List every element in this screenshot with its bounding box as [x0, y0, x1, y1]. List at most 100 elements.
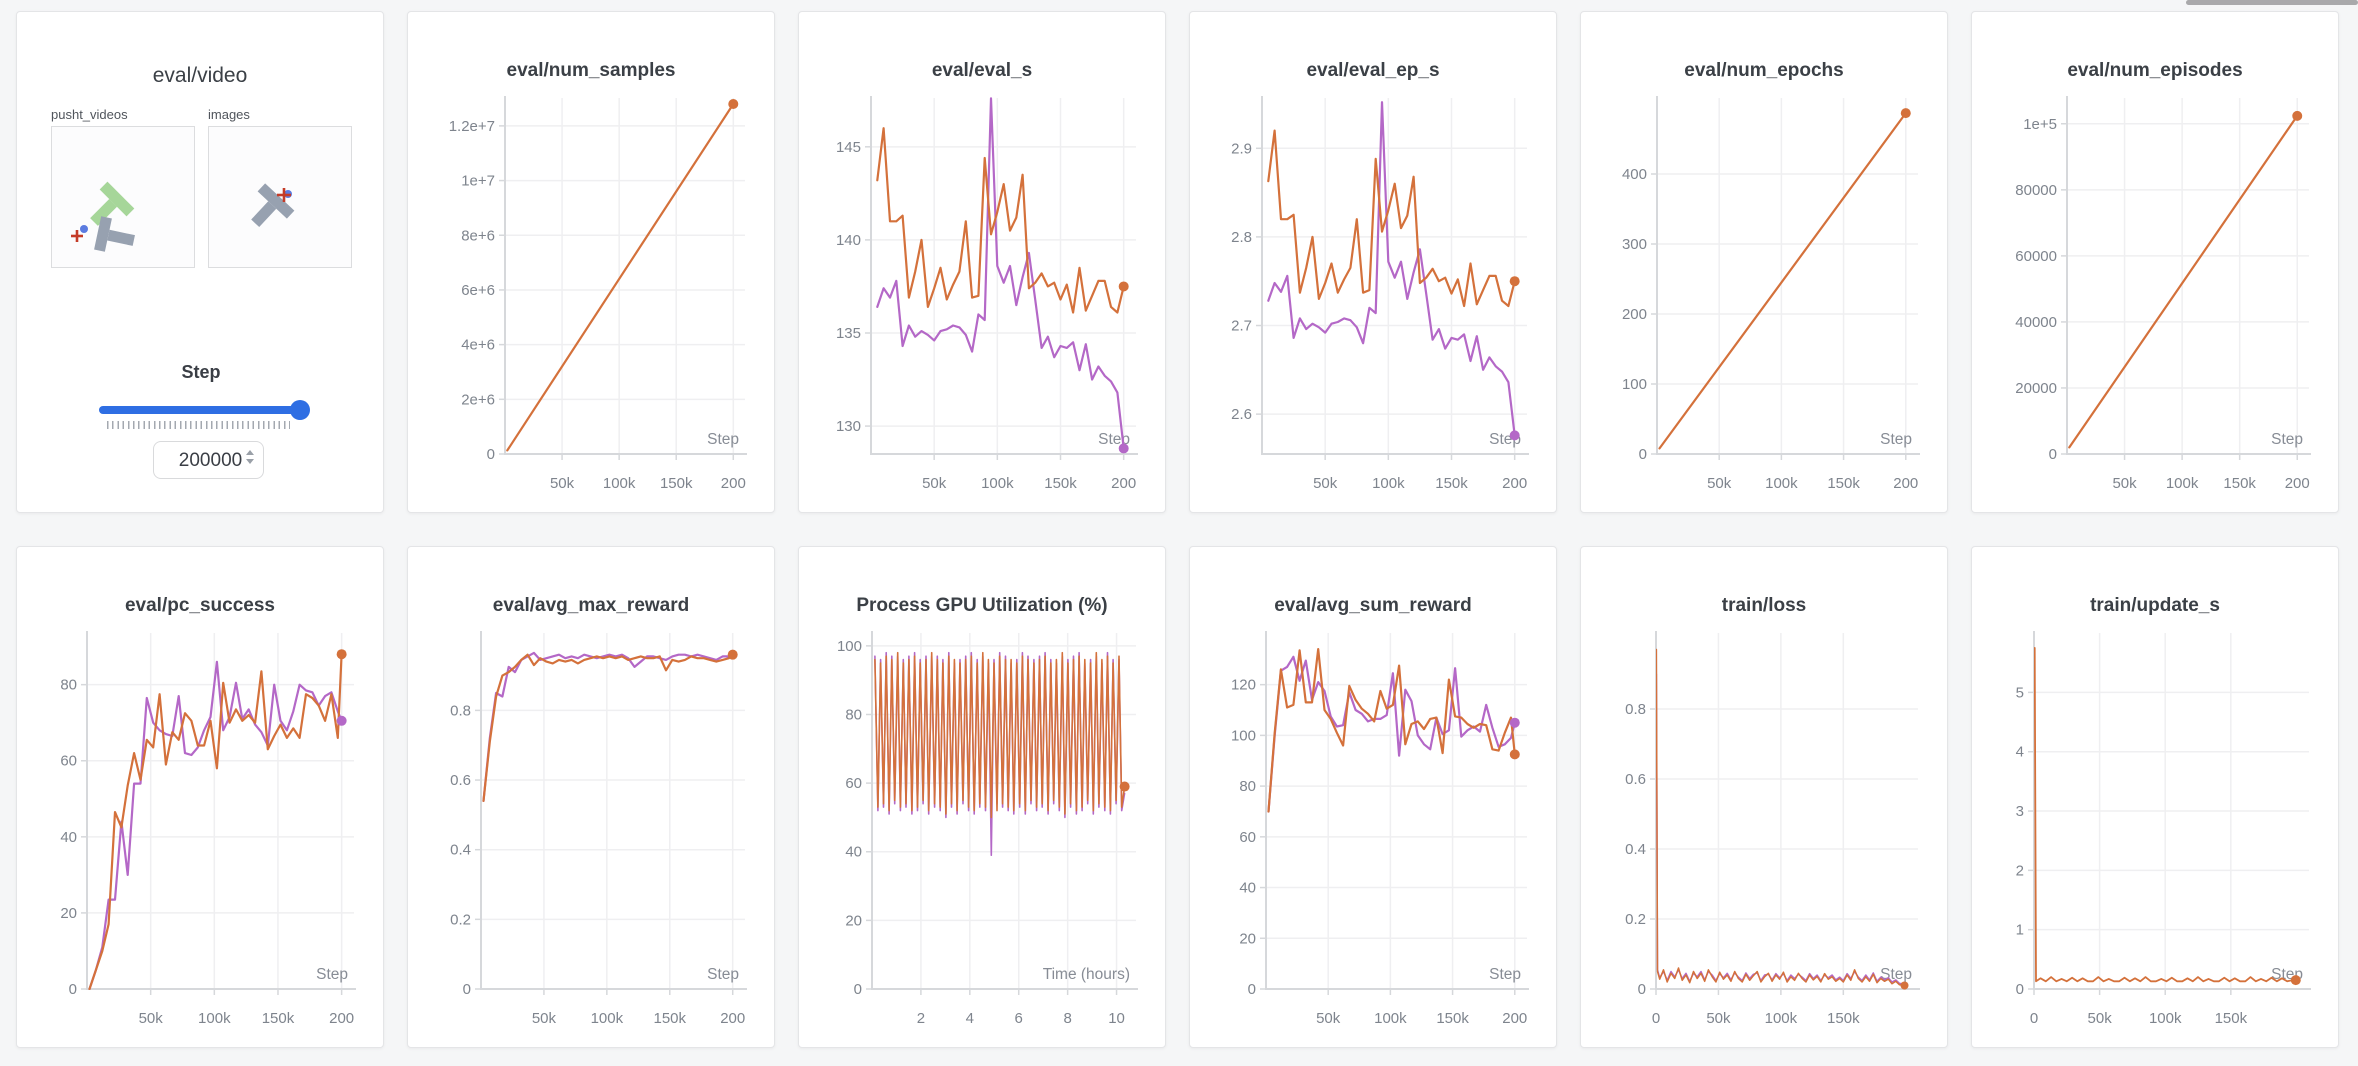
chart-title: train/loss — [1721, 595, 1807, 616]
svg-text:200: 200 — [329, 1010, 354, 1027]
svg-text:0: 0 — [1639, 446, 1647, 463]
series-run-purple — [88, 660, 343, 990]
chart-canvas[interactable]: 0 1 2 3 4 5 0 50k 100k 150k Step — [1972, 547, 2338, 1047]
svg-text:140: 140 — [836, 232, 861, 249]
svg-text:100k: 100k — [591, 1010, 624, 1027]
svg-text:200: 200 — [1622, 306, 1647, 323]
svg-text:100k: 100k — [2166, 475, 2199, 492]
series-run-orange — [1267, 129, 1516, 308]
chart-canvas[interactable]: 2.6 2.7 2.8 2.9 50k 100k 150k 200 Step — [1190, 12, 1556, 512]
series-run-purple — [482, 651, 734, 802]
stepper-down-icon[interactable] — [246, 459, 254, 464]
svg-text:145: 145 — [836, 139, 861, 156]
svg-text:50k: 50k — [1706, 1010, 1731, 1027]
agent-dot — [80, 225, 88, 233]
horizontal-scrollbar-thumb[interactable] — [2186, 0, 2358, 5]
panel-process-gpu-utilization: Process GPU Utilization (%) 0 20 40 60 80 100… — [798, 546, 1166, 1048]
media-key-label-pusht-videos: pusht_videos — [51, 107, 128, 122]
svg-text:Step: Step — [707, 431, 739, 448]
endpoint-dot-run-orange — [1900, 981, 1909, 990]
step-input-stepper[interactable] — [246, 450, 254, 464]
svg-text:Step: Step — [2271, 431, 2303, 448]
stepper-up-icon[interactable] — [246, 450, 254, 455]
endpoint-dot-run-orange — [1509, 276, 1520, 287]
endpoint-dot-run-orange — [727, 649, 738, 660]
pusht-videos-thumbnail[interactable] — [51, 126, 195, 268]
chart-title: eval/num_episodes — [2067, 60, 2243, 81]
chart-title: Process GPU Utilization (%) — [856, 595, 1108, 616]
chart-canvas[interactable]: 0 20 40 60 80 50k 100k 150k 200 Step — [17, 547, 383, 1047]
svg-text:2.7: 2.7 — [1231, 318, 1252, 335]
panel-eval-num-episodes: eval/num_episodes 0 20000 40000 60000 80000 1… — [1971, 11, 2339, 513]
svg-text:Step: Step — [316, 966, 348, 983]
svg-text:Step: Step — [1489, 966, 1521, 983]
svg-text:80: 80 — [1239, 778, 1256, 795]
svg-text:0.6: 0.6 — [1625, 771, 1646, 788]
step-slider-label: Step — [181, 362, 221, 382]
svg-text:150k: 150k — [1435, 475, 1468, 492]
endpoint-dot-run-purple — [1118, 443, 1129, 454]
chart-canvas[interactable]: 0 0.2 0.4 0.6 0.8 50k 100k 150k 200 Step — [408, 547, 774, 1047]
svg-text:200: 200 — [721, 475, 746, 492]
chart-title: eval/num_epochs — [1684, 60, 1844, 81]
svg-text:Step: Step — [1880, 431, 1912, 448]
step-slider-ticks — [107, 421, 290, 429]
svg-text:0: 0 — [69, 981, 77, 998]
images-thumbnail[interactable] — [208, 126, 352, 268]
series-run-orange — [506, 102, 735, 452]
svg-text:6: 6 — [1015, 1010, 1023, 1027]
chart-title: eval/avg_sum_reward — [1274, 595, 1472, 616]
chart-canvas[interactable]: 0 20 40 60 80 100 120 50k 100k 150k 200 Step — [1190, 547, 1556, 1047]
step-input[interactable] — [153, 441, 267, 480]
series-run-orange — [482, 653, 734, 802]
svg-text:150k: 150k — [1436, 1010, 1469, 1027]
svg-text:0: 0 — [1652, 1010, 1660, 1027]
panel-train-update-s: train/update_s 0 1 2 3 4 5 0 50k 100k 150k Step — [1971, 546, 2339, 1048]
chart-canvas[interactable]: 0 20000 40000 60000 80000 1e+5 50k 100k 150k 200 S… — [1972, 12, 2338, 512]
svg-text:6e+6: 6e+6 — [461, 282, 495, 299]
series-run-orange — [876, 127, 1125, 314]
series-run-purple — [1267, 101, 1516, 437]
endpoint-dot-run-orange — [1509, 749, 1520, 760]
chart-canvas[interactable]: 0 20 40 60 80 100 2 4 6 8 10 Time (hours) — [799, 547, 1165, 1047]
target-cross-icon — [277, 188, 291, 202]
svg-text:150k: 150k — [1827, 475, 1860, 492]
chart-title: eval/pc_success — [124, 595, 275, 616]
chart-title: eval/eval_s — [931, 60, 1033, 81]
svg-text:0.8: 0.8 — [450, 702, 471, 719]
svg-text:0: 0 — [2030, 1010, 2038, 1027]
chart-canvas[interactable]: 0 100 200 300 400 50k 100k 150k 200 Step — [1581, 12, 1947, 512]
chart-canvas[interactable]: 0 2e+6 4e+6 6e+6 8e+6 1e+7 1.2e+7 50k 100k 150k 20… — [408, 12, 774, 512]
svg-text:40: 40 — [60, 829, 77, 846]
step-slider-handle[interactable] — [290, 400, 310, 420]
svg-text:150k: 150k — [660, 475, 693, 492]
svg-text:100: 100 — [1622, 376, 1647, 393]
svg-text:100k: 100k — [198, 1010, 231, 1027]
svg-text:8e+6: 8e+6 — [461, 227, 495, 244]
series-run-purple — [876, 97, 1125, 450]
step-slider[interactable] — [99, 400, 310, 420]
media-key-label-images: images — [208, 107, 250, 122]
chart-canvas[interactable]: 0 0.2 0.4 0.6 0.8 0 50k 100k 150k Step — [1581, 547, 1947, 1047]
svg-text:0: 0 — [487, 446, 495, 463]
svg-text:150k: 150k — [2215, 1010, 2248, 1027]
svg-text:150k: 150k — [2223, 475, 2256, 492]
endpoint-dot-run-orange — [2290, 975, 2301, 986]
svg-text:1.2e+7: 1.2e+7 — [449, 118, 495, 135]
chart-canvas[interactable]: 130 135 140 145 50k 100k 150k 200 Step — [799, 12, 1165, 512]
svg-text:100k: 100k — [603, 475, 636, 492]
svg-text:120: 120 — [1231, 677, 1256, 694]
svg-text:300: 300 — [1622, 236, 1647, 253]
svg-text:400: 400 — [1622, 166, 1647, 183]
endpoint-dot-run-purple — [336, 715, 347, 726]
svg-text:0.2: 0.2 — [450, 911, 471, 928]
svg-text:0: 0 — [854, 981, 862, 998]
pusht-green-t-shape — [90, 181, 135, 226]
chart-title: train/update_s — [2090, 595, 2220, 616]
series-run-purple — [1267, 655, 1516, 813]
target-cross-icon — [71, 230, 83, 242]
svg-text:200: 200 — [1502, 475, 1527, 492]
svg-text:0: 0 — [1248, 981, 1256, 998]
svg-text:60000: 60000 — [2015, 248, 2057, 265]
svg-text:20: 20 — [1239, 930, 1256, 947]
